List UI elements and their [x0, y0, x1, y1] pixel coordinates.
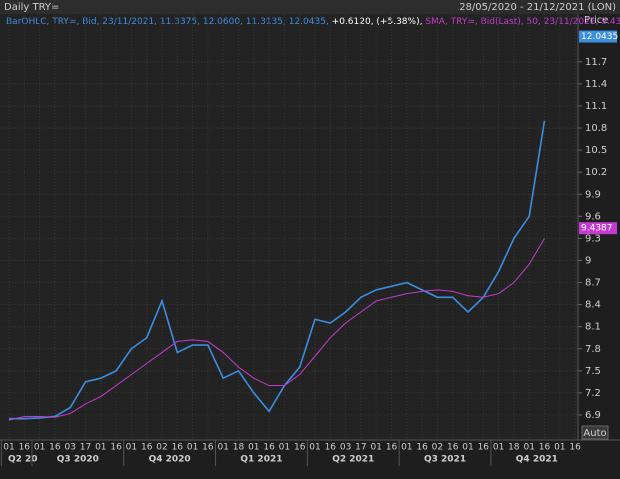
x-tick-label: 16 [569, 443, 581, 453]
x-tick-label: 01 [401, 443, 412, 453]
y-tick-label: 8.1 [585, 322, 601, 333]
last-value-label: 9.4387 [581, 224, 613, 234]
x-tick-label: 01 [34, 443, 45, 453]
x-tick-label: 01 [187, 443, 198, 453]
x-tick-label: 02 [432, 443, 443, 453]
auto-button[interactable] [581, 425, 609, 440]
x-tick-label: 03 [64, 443, 75, 453]
series-line [8, 238, 545, 421]
x-tick-label: 16 [110, 443, 122, 453]
x-tick-label: 02 [156, 443, 167, 453]
x-tick-label: 01 [279, 443, 290, 453]
last-value-label: 12.0435 [581, 32, 618, 42]
x-tick-label: 01 [95, 443, 106, 453]
y-tick-label: 10.8 [585, 123, 607, 134]
quarter-label: Q3 2021 [424, 455, 466, 465]
x-tick-label: 16 [325, 443, 337, 453]
quarter-label: Q1 2021 [240, 455, 282, 465]
x-tick-label: 01 [554, 443, 565, 453]
x-tick-label: 16 [49, 443, 61, 453]
legend-sma: SMA, TRY=, Bid(Last), 50, 23/11/2021, 9.… [425, 17, 620, 27]
x-tick-label: 17 [355, 443, 366, 453]
y-tick-label: 6.9 [585, 410, 601, 421]
quarter-label: Q2 2021 [332, 455, 374, 465]
quarter-label: Q2 20 [8, 455, 38, 465]
x-tick-label: 16 [539, 443, 551, 453]
x-tick-label: 16 [141, 443, 153, 453]
x-tick-label: 01 [248, 443, 259, 453]
x-tick-label: 01 [462, 443, 473, 453]
x-tick-label: 01 [370, 443, 381, 453]
x-tick-label: 17 [80, 443, 91, 453]
y-tick-label: 11.4 [585, 79, 607, 90]
x-tick-label: 01 [493, 443, 504, 453]
plot-area [0, 14, 578, 440]
quarter-label: Q3 2020 [57, 455, 99, 465]
legend-change: +0.6120, (+5.38%), [332, 17, 423, 27]
y-tick-label: 8.7 [585, 278, 601, 289]
auto-button-label[interactable]: Auto [583, 428, 606, 439]
x-tick-label: 16 [294, 443, 306, 453]
x-tick-label: 01 [309, 443, 320, 453]
y-tick-label: 7.5 [585, 366, 601, 377]
legend-series: BarOHLC, TRY=, Bid, 23/11/2021, 11.3375,… [6, 17, 329, 27]
chart-title: Daily TRY= [4, 2, 59, 13]
y-tick-label: 11.1 [585, 101, 607, 112]
quarter-label: Q4 2021 [516, 455, 558, 465]
x-tick-label: 16 [478, 443, 490, 453]
y-tick-label: 9.9 [585, 189, 601, 200]
x-tick-label: 01 [217, 443, 228, 453]
x-tick-label: 01 [523, 443, 534, 453]
y-tick-label: 7.8 [585, 344, 601, 355]
x-tick-label: 16 [447, 443, 459, 453]
x-tick-label: 16 [386, 443, 398, 453]
x-tick-label: 01 [126, 443, 137, 453]
x-tick-label: 16 [263, 443, 275, 453]
x-tick-label: 16 [19, 443, 31, 453]
y-tick-label: 10.5 [585, 145, 607, 156]
y-tick-label: 11.7 [585, 57, 607, 68]
y-tick-label: 9.6 [585, 211, 601, 222]
y-tick-label: 7.2 [585, 388, 601, 399]
x-tick-label: 16 [172, 443, 184, 453]
x-tick-label: 18 [233, 443, 245, 453]
x-tick-label: 01 [3, 443, 14, 453]
y-tick-label: 9 [585, 255, 591, 266]
x-tick-label: 16 [416, 443, 428, 453]
x-tick-label: 16 [202, 443, 214, 453]
last-value-box [579, 30, 617, 43]
y-tick-label: 10.2 [585, 167, 607, 178]
y-tick-label: 9.3 [585, 233, 601, 244]
date-range: 28/05/2020 - 21/12/2021 (LON) [459, 2, 616, 13]
quarter-label: Q4 2020 [149, 455, 191, 465]
legend: BarOHLC, TRY=, Bid, 23/11/2021, 11.3375,… [6, 17, 620, 27]
series-line [9, 120, 546, 420]
last-value-box [579, 222, 617, 235]
x-tick-label: 03 [340, 443, 351, 453]
x-tick-label: 18 [508, 443, 520, 453]
header-bar [0, 0, 620, 14]
y-tick-label: 8.4 [585, 300, 601, 311]
axis-label: Price [584, 15, 608, 26]
